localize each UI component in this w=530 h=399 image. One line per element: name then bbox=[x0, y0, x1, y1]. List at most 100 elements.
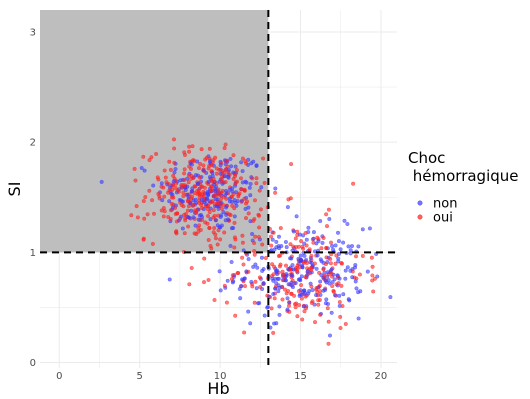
data-point-oui bbox=[278, 253, 283, 258]
data-point-non bbox=[206, 192, 211, 197]
data-point-non bbox=[180, 226, 185, 231]
data-point-oui bbox=[203, 220, 208, 225]
data-point-oui bbox=[216, 228, 221, 233]
data-point-oui bbox=[371, 289, 376, 294]
x-tick-label: 10 bbox=[214, 371, 227, 382]
data-point-non bbox=[230, 280, 235, 285]
data-point-non bbox=[250, 231, 255, 236]
data-point-non bbox=[375, 274, 380, 279]
data-point-oui bbox=[182, 171, 187, 176]
data-point-oui bbox=[196, 229, 201, 234]
data-point-oui bbox=[221, 194, 226, 199]
data-point-oui bbox=[272, 296, 277, 301]
data-point-oui bbox=[232, 245, 237, 250]
data-point-oui bbox=[174, 229, 179, 234]
data-point-non bbox=[210, 170, 215, 175]
data-point-oui bbox=[155, 175, 160, 180]
x-tick-label: 5 bbox=[137, 371, 143, 382]
data-point-oui bbox=[318, 312, 323, 317]
data-point-non bbox=[167, 277, 172, 282]
data-point-oui bbox=[232, 206, 237, 211]
data-point-non bbox=[318, 218, 323, 223]
data-point-non bbox=[333, 243, 338, 248]
data-point-non bbox=[329, 267, 334, 272]
data-point-non bbox=[272, 321, 277, 326]
data-point-non bbox=[227, 187, 232, 192]
data-point-non bbox=[283, 239, 288, 244]
y-axis-title: SI bbox=[5, 182, 24, 197]
data-point-non bbox=[248, 181, 253, 186]
data-point-oui bbox=[223, 142, 228, 147]
data-point-oui bbox=[326, 319, 331, 324]
data-point-oui bbox=[207, 225, 212, 230]
data-point-oui bbox=[228, 213, 233, 218]
data-point-oui bbox=[172, 146, 177, 151]
data-point-non bbox=[261, 267, 266, 272]
data-point-oui bbox=[309, 267, 314, 272]
data-point-non bbox=[353, 279, 358, 284]
data-point-oui bbox=[284, 263, 289, 268]
data-point-non bbox=[286, 282, 291, 287]
data-point-oui bbox=[216, 190, 221, 195]
data-point-non bbox=[300, 265, 305, 270]
data-point-oui bbox=[224, 300, 229, 305]
data-point-non bbox=[336, 259, 341, 264]
data-point-oui bbox=[210, 160, 215, 165]
data-point-oui bbox=[141, 154, 146, 159]
data-point-oui bbox=[135, 215, 140, 220]
data-point-oui bbox=[270, 262, 275, 267]
data-point-non bbox=[266, 294, 271, 299]
data-point-non bbox=[204, 202, 209, 207]
data-point-oui bbox=[200, 192, 205, 197]
data-point-non bbox=[265, 305, 270, 310]
data-point-oui bbox=[211, 194, 216, 199]
data-point-oui bbox=[182, 177, 187, 182]
data-point-non bbox=[285, 205, 290, 210]
data-point-non bbox=[343, 276, 348, 281]
data-point-non bbox=[273, 186, 278, 191]
data-point-oui bbox=[244, 161, 249, 166]
data-point-oui bbox=[313, 320, 318, 325]
data-point-oui bbox=[243, 216, 248, 221]
data-point-oui bbox=[278, 226, 283, 231]
data-point-oui bbox=[351, 181, 356, 186]
data-point-oui bbox=[168, 216, 173, 221]
data-point-oui bbox=[299, 239, 304, 244]
data-point-oui bbox=[295, 269, 300, 274]
data-point-non bbox=[323, 301, 328, 306]
data-point-oui bbox=[167, 188, 172, 193]
data-point-oui bbox=[303, 275, 308, 280]
data-point-oui bbox=[321, 235, 326, 240]
data-point-oui bbox=[331, 288, 336, 293]
data-point-oui bbox=[258, 285, 263, 290]
data-point-oui bbox=[294, 245, 299, 250]
data-point-non bbox=[248, 321, 253, 326]
data-point-non bbox=[336, 230, 341, 235]
data-point-oui bbox=[329, 240, 334, 245]
data-point-non bbox=[178, 178, 183, 183]
data-point-oui bbox=[179, 182, 184, 187]
data-point-oui bbox=[223, 167, 228, 172]
data-point-non bbox=[191, 198, 196, 203]
data-point-non bbox=[311, 230, 316, 235]
data-point-non bbox=[325, 270, 330, 275]
data-point-oui bbox=[303, 294, 308, 299]
data-point-oui bbox=[254, 176, 259, 181]
data-point-oui bbox=[190, 194, 195, 199]
data-point-non bbox=[244, 269, 249, 274]
data-point-oui bbox=[254, 181, 259, 186]
data-point-oui bbox=[257, 275, 262, 280]
data-point-non bbox=[285, 307, 290, 312]
data-point-non bbox=[167, 199, 172, 204]
legend-label-oui: oui bbox=[433, 211, 453, 226]
data-point-oui bbox=[147, 158, 152, 163]
data-point-oui bbox=[206, 278, 211, 283]
data-point-oui bbox=[339, 283, 344, 288]
x-tick-label: 20 bbox=[375, 371, 388, 382]
y-tick-label: 3 bbox=[30, 28, 36, 39]
data-point-oui bbox=[172, 160, 177, 165]
data-point-non bbox=[260, 255, 265, 260]
data-point-oui bbox=[258, 207, 263, 212]
data-point-oui bbox=[372, 276, 377, 281]
